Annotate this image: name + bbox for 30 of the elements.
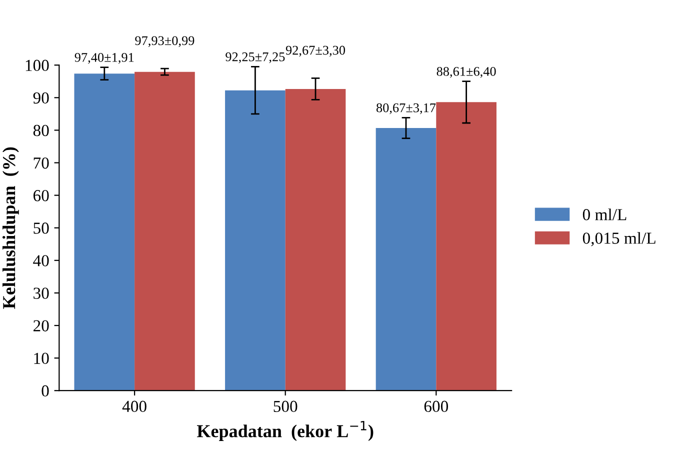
y-tick-label: 70 bbox=[34, 157, 49, 169]
bar bbox=[436, 102, 496, 391]
data-label: 80,67±3,17 bbox=[376, 103, 436, 114]
x-tick-label: 600 bbox=[424, 400, 448, 412]
y-tick-label: 10 bbox=[34, 352, 49, 364]
bar bbox=[225, 90, 286, 391]
data-label: 97,40±1,91 bbox=[74, 52, 134, 64]
bar bbox=[74, 74, 135, 391]
y-tick-label: 20 bbox=[34, 320, 49, 332]
x-axis-title: Kepadatan (ekor L$^{−1}$) bbox=[197, 420, 374, 441]
y-tick-label: 0 bbox=[42, 385, 49, 397]
legend-label: 0 ml/L bbox=[582, 208, 626, 220]
data-label: 97,93±0,99 bbox=[135, 36, 194, 47]
y-tick-label: 40 bbox=[33, 255, 49, 266]
bar bbox=[376, 128, 436, 391]
x-tick-label: 400 bbox=[122, 400, 146, 412]
y-tick-label: 30 bbox=[34, 288, 49, 299]
data-label: 92,67±3,30 bbox=[286, 46, 346, 57]
y-tick-label: 80 bbox=[33, 124, 49, 136]
bar bbox=[134, 72, 195, 391]
bar bbox=[285, 88, 346, 391]
y-tick-label: 100 bbox=[26, 60, 49, 72]
y-tick-label: 90 bbox=[33, 92, 49, 104]
legend-label: 0,015 ml/L bbox=[582, 232, 656, 246]
y-tick-label: 50 bbox=[34, 222, 49, 234]
x-tick-label: 500 bbox=[274, 400, 298, 412]
data-label: 92,25±7,25 bbox=[226, 52, 285, 64]
y-tick-label: 60 bbox=[33, 190, 49, 202]
data-label: 88,61±6,40 bbox=[436, 66, 496, 78]
y-axis-title: Kelulushidupan (%) bbox=[2, 147, 19, 309]
